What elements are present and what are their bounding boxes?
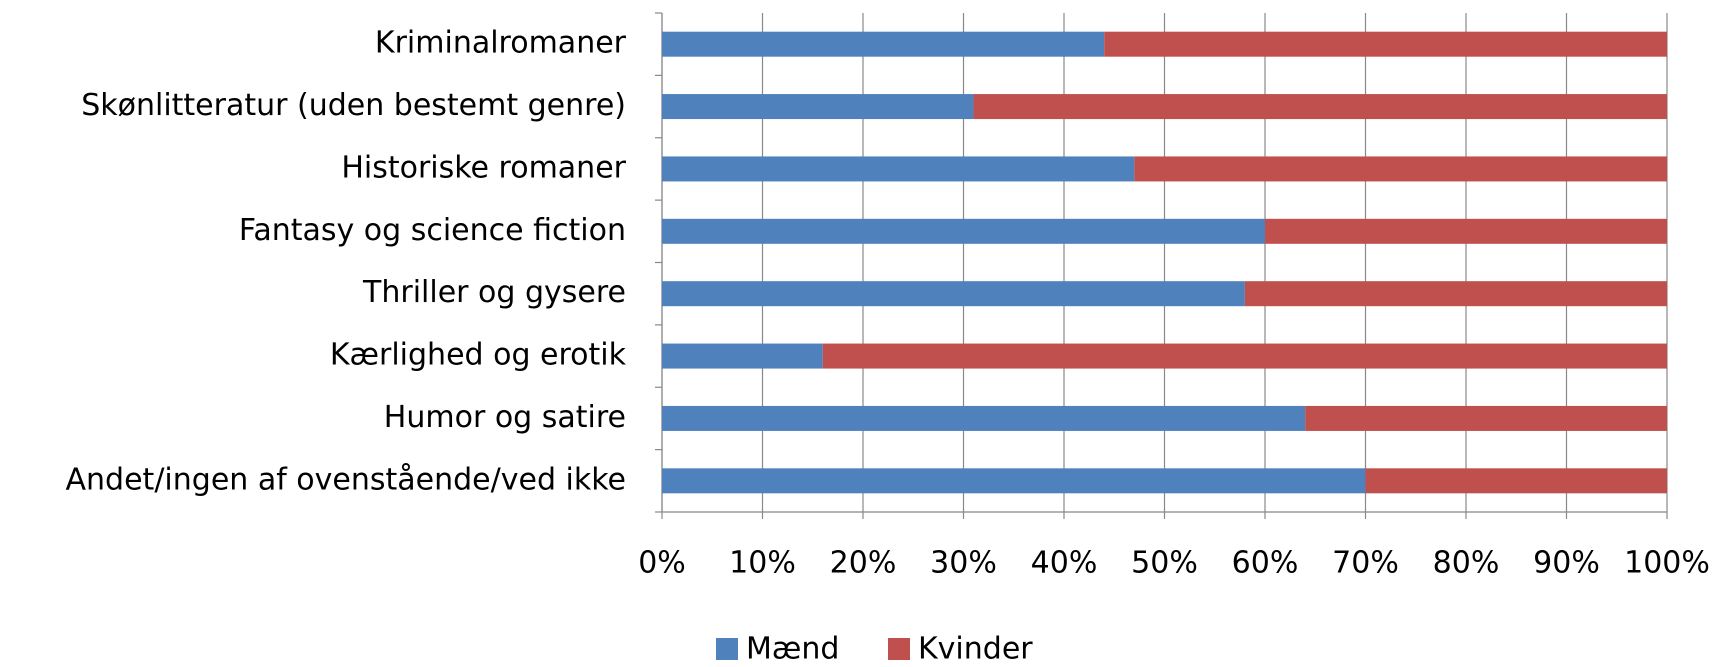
x-tick-label: 40% bbox=[1031, 546, 1098, 581]
legend-swatch bbox=[888, 638, 910, 660]
bar-segment bbox=[1244, 281, 1667, 307]
x-tick-label: 0% bbox=[638, 546, 686, 581]
bar-segment bbox=[662, 31, 1105, 57]
bar-segment bbox=[1134, 156, 1667, 182]
x-tick-label: 50% bbox=[1131, 546, 1198, 581]
y-tick-label: Kærlighed og erotik bbox=[330, 338, 627, 373]
x-tick-label: 80% bbox=[1433, 546, 1500, 581]
bar-segment bbox=[662, 468, 1366, 494]
y-tick-label: Skønlitteratur (uden bestemt genre) bbox=[81, 88, 626, 123]
y-tick-label: Thriller og gysere bbox=[362, 275, 626, 310]
x-tick-label: 70% bbox=[1332, 546, 1399, 581]
x-tick-label: 90% bbox=[1533, 546, 1600, 581]
legend-label: Mænd bbox=[746, 632, 839, 667]
x-tick-label: 100% bbox=[1624, 546, 1710, 581]
bar-segment bbox=[822, 343, 1667, 369]
bar-segment bbox=[662, 94, 974, 120]
bar-segment bbox=[1265, 218, 1667, 244]
bar-segment bbox=[662, 405, 1306, 431]
bar-segment bbox=[662, 343, 823, 369]
y-tick-label: Kriminalromaner bbox=[375, 26, 627, 61]
bar-segment bbox=[662, 218, 1265, 244]
x-tick-label: 30% bbox=[930, 546, 997, 581]
bar-segment bbox=[662, 281, 1245, 307]
bar-segment bbox=[1104, 31, 1667, 57]
y-tick-label: Historiske romaner bbox=[341, 150, 626, 185]
bar-segment bbox=[1365, 468, 1667, 494]
x-tick-label: 20% bbox=[830, 546, 897, 581]
legend-label: Kvinder bbox=[918, 632, 1033, 667]
x-tick-label: 10% bbox=[729, 546, 796, 581]
x-tick-label: 60% bbox=[1232, 546, 1299, 581]
y-tick-label: Humor og satire bbox=[384, 400, 626, 435]
y-tick-label: Andet/ingen af ovenstående/ved ikke bbox=[66, 462, 626, 497]
bar-segment bbox=[662, 156, 1135, 182]
bar-segment bbox=[973, 94, 1667, 120]
bar-segment bbox=[1305, 405, 1667, 431]
y-tick-label: Fantasy og science fiction bbox=[239, 213, 626, 248]
legend-swatch bbox=[716, 638, 738, 660]
